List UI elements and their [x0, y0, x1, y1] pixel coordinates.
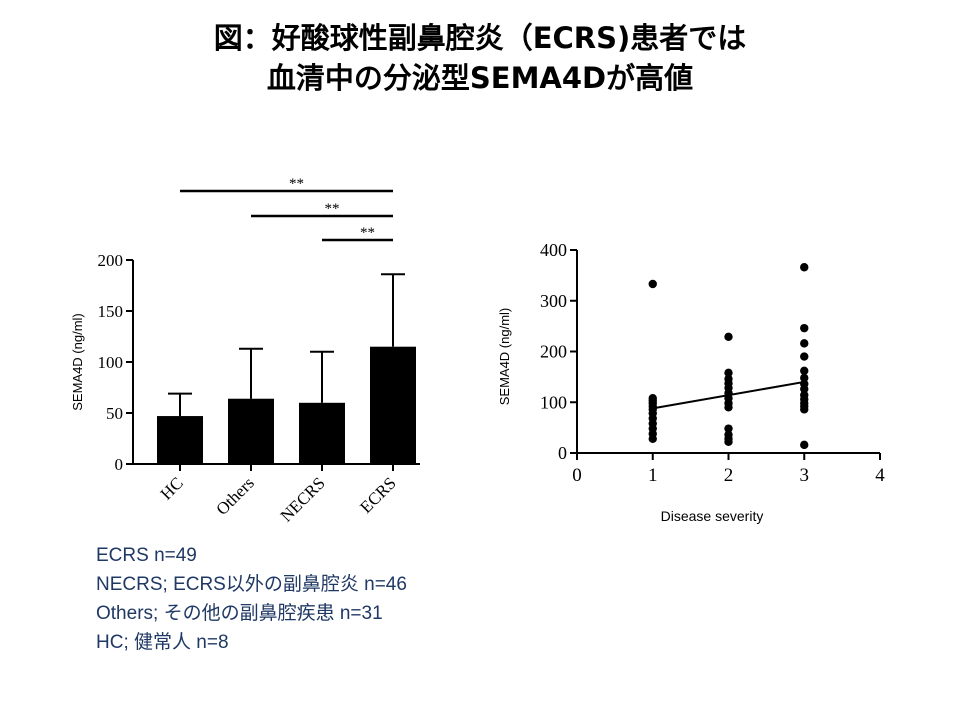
data-point — [724, 424, 733, 433]
bar-necrs — [299, 402, 345, 464]
note-hc: HC; 健常人 n=8 — [96, 632, 229, 653]
data-point — [800, 366, 809, 375]
data-point — [724, 437, 733, 447]
scatter-chart: 0 100 200 300 400 0 1 2 3 4 SEMA4D (ng/ml) Disease … — [497, 240, 885, 524]
y-tick-label: 200 — [98, 251, 124, 270]
bar-ecrs — [370, 346, 416, 464]
significance-label: ** — [289, 176, 304, 192]
data-point — [800, 373, 809, 383]
data-point — [800, 440, 809, 450]
y-axis-label: SEMA4D (ng/ml) — [497, 308, 512, 406]
data-point — [800, 405, 809, 414]
title-line-1: 図：好酸球性副鼻腔炎（ECRS)患者では — [213, 21, 747, 55]
x-tick-label-hc: HC — [157, 473, 187, 503]
y-tick-label: 0 — [115, 455, 124, 474]
x-tick-label-ecrs: ECRS — [356, 473, 400, 517]
bar-hc — [157, 416, 203, 464]
x-axis-label: Disease severity — [661, 508, 764, 524]
legend-notes: ECRS n=49 NECRS; ECRS以外の副鼻腔炎 n=46 Others… — [96, 541, 407, 657]
data-point — [800, 263, 809, 272]
x-tick-label: 0 — [572, 465, 582, 486]
y-tick-label: 100 — [98, 353, 124, 372]
y-tick-label: 400 — [540, 240, 567, 260]
bar-others — [228, 398, 274, 464]
data-point — [648, 279, 657, 289]
x-tick-label: 2 — [724, 465, 734, 486]
slide-title: 図：好酸球性副鼻腔炎（ECRS)患者では 血清中の分泌型SEMA4Dが高値 — [0, 18, 960, 98]
data-point — [800, 384, 809, 394]
data-point — [648, 434, 657, 443]
bar-chart: 0 50 100 150 200 SEMA4D (ng/ml) HC Others NECRS E… — [70, 176, 420, 526]
data-point — [800, 323, 809, 333]
significance-label: ** — [325, 201, 340, 217]
data-point — [724, 332, 733, 341]
data-point — [724, 403, 733, 412]
y-tick-label: 150 — [98, 302, 124, 321]
x-tick-label-necrs: NECRS — [277, 473, 329, 525]
note-ecrs: ECRS n=49 — [96, 545, 197, 566]
x-tick-label: 3 — [800, 465, 810, 486]
y-axis-label: SEMA4D (ng/ml) — [70, 313, 85, 411]
title-line-2: 血清中の分泌型SEMA4Dが高値 — [266, 61, 694, 95]
note-necrs: NECRS; ECRS以外の副鼻腔炎 n=46 — [96, 574, 407, 595]
data-point — [800, 339, 809, 348]
x-tick-label: 4 — [875, 465, 885, 486]
y-tick-label: 300 — [540, 291, 567, 311]
y-tick-label: 0 — [558, 443, 567, 463]
data-point — [724, 368, 733, 378]
x-tick-label-others: Others — [212, 473, 257, 518]
note-others: Others; その他の副鼻腔疾患 n=31 — [96, 603, 383, 624]
y-tick-label: 100 — [540, 392, 567, 412]
data-point — [800, 352, 809, 361]
significance-label: ** — [360, 225, 375, 241]
trend-line — [652, 380, 805, 410]
y-tick-label: 200 — [540, 342, 567, 362]
x-tick-label: 1 — [648, 465, 658, 486]
y-tick-label: 50 — [106, 404, 123, 423]
